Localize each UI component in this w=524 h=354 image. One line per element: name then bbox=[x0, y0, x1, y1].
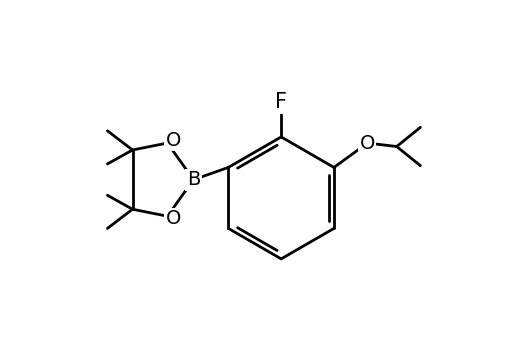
Text: O: O bbox=[359, 134, 375, 153]
Text: O: O bbox=[166, 131, 181, 150]
Text: B: B bbox=[187, 170, 200, 189]
Text: O: O bbox=[166, 210, 181, 228]
Text: F: F bbox=[275, 92, 287, 112]
